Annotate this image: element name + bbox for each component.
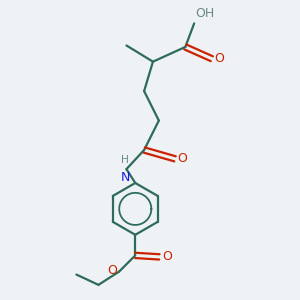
Text: N: N <box>120 171 130 184</box>
Text: OH: OH <box>196 8 215 20</box>
Text: O: O <box>214 52 224 65</box>
Text: O: O <box>177 152 187 165</box>
Text: O: O <box>162 250 172 263</box>
Text: O: O <box>107 264 117 277</box>
Text: H: H <box>121 155 129 165</box>
